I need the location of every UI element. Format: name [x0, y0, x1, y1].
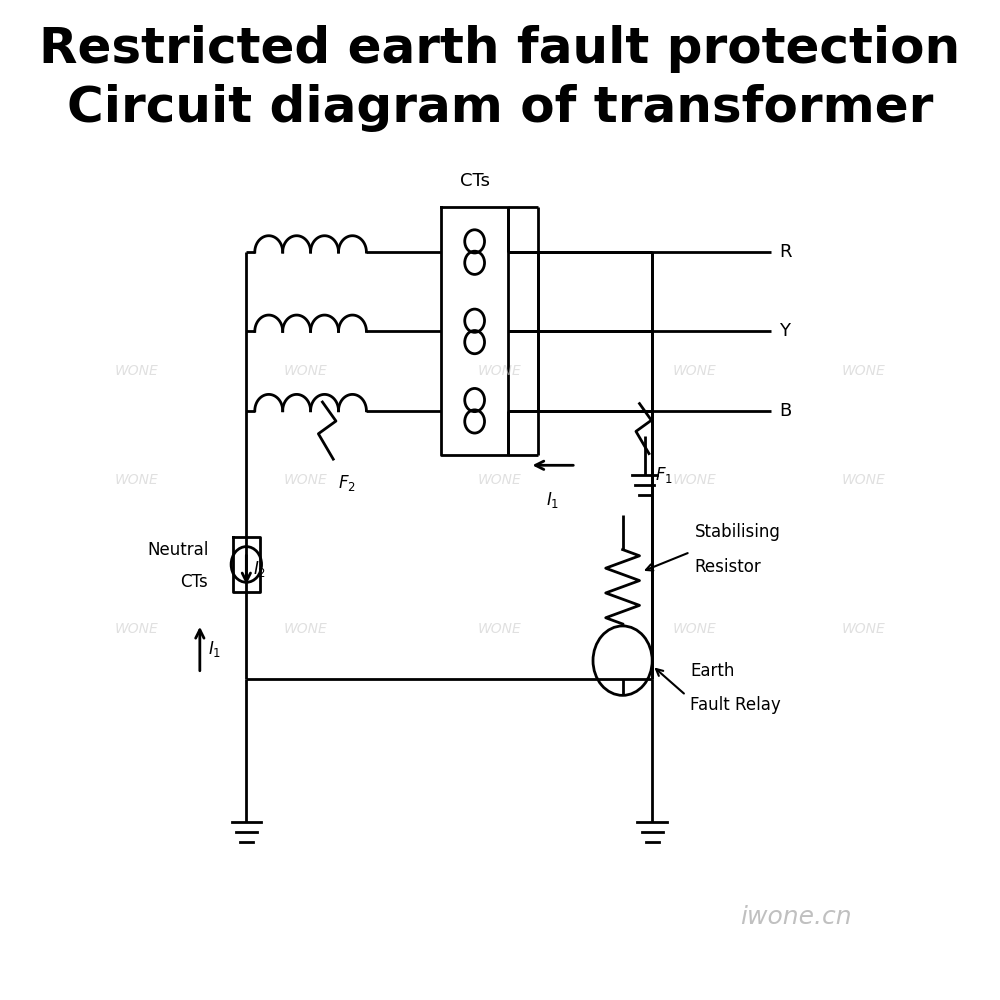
Text: $I_1$: $I_1$ — [546, 490, 559, 510]
Text: WONE: WONE — [478, 473, 522, 487]
Text: Neutral: Neutral — [147, 541, 208, 559]
Text: WONE: WONE — [284, 364, 327, 378]
Text: WONE: WONE — [284, 473, 327, 487]
Text: WONE: WONE — [842, 364, 885, 378]
Text: WONE: WONE — [673, 364, 716, 378]
Text: Restricted earth fault protection: Restricted earth fault protection — [39, 25, 961, 73]
Text: Fault Relay: Fault Relay — [690, 696, 781, 714]
Text: R: R — [779, 243, 792, 261]
Text: $F_2$: $F_2$ — [338, 473, 355, 493]
Text: WONE: WONE — [478, 622, 522, 636]
Text: Earth: Earth — [690, 662, 735, 680]
Text: WONE: WONE — [673, 622, 716, 636]
Text: WONE: WONE — [115, 364, 158, 378]
Text: Circuit diagram of transformer: Circuit diagram of transformer — [67, 84, 933, 132]
Text: $F_1$: $F_1$ — [655, 465, 673, 485]
Text: CTs: CTs — [460, 172, 490, 190]
Text: $I_1$: $I_1$ — [208, 639, 222, 659]
Text: WONE: WONE — [842, 473, 885, 487]
Text: iwone.cn: iwone.cn — [740, 904, 852, 928]
Text: Y: Y — [779, 322, 790, 340]
Text: CTs: CTs — [181, 573, 208, 591]
Text: $I_2$: $I_2$ — [253, 559, 266, 579]
Text: Resistor: Resistor — [694, 558, 761, 576]
Text: Stabilising: Stabilising — [694, 523, 780, 541]
Text: WONE: WONE — [115, 622, 158, 636]
Text: WONE: WONE — [842, 622, 885, 636]
Text: B: B — [779, 402, 791, 420]
Text: WONE: WONE — [284, 622, 327, 636]
Text: WONE: WONE — [115, 473, 158, 487]
Text: WONE: WONE — [478, 364, 522, 378]
Text: WONE: WONE — [673, 473, 716, 487]
